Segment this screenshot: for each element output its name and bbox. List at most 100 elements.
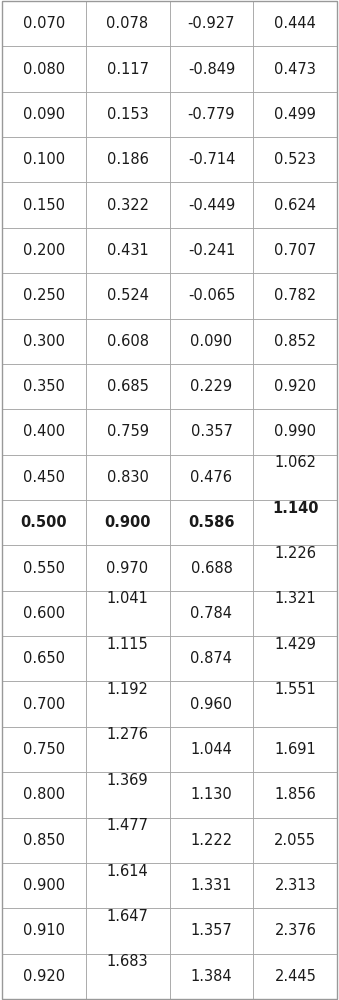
- Text: 0.650: 0.650: [23, 651, 65, 666]
- Text: 0.431: 0.431: [107, 243, 148, 258]
- Bar: [85, 681, 170, 727]
- Bar: [2, 954, 85, 999]
- Bar: [85, 772, 170, 818]
- Bar: [253, 545, 337, 591]
- Text: 1.226: 1.226: [274, 546, 316, 561]
- Bar: [253, 273, 337, 319]
- Text: 0.090: 0.090: [23, 107, 65, 122]
- Text: 1.683: 1.683: [107, 954, 148, 969]
- Text: 0.200: 0.200: [22, 243, 65, 258]
- Text: 0.499: 0.499: [274, 107, 316, 122]
- Text: 0.080: 0.080: [23, 62, 65, 77]
- Text: 0.550: 0.550: [23, 561, 65, 576]
- Text: 0.750: 0.750: [23, 742, 65, 757]
- Bar: [170, 591, 253, 636]
- Text: 0.920: 0.920: [274, 379, 316, 394]
- Bar: [2, 182, 85, 228]
- Bar: [253, 591, 337, 636]
- Text: 0.450: 0.450: [23, 470, 65, 485]
- Text: -0.241: -0.241: [188, 243, 235, 258]
- Bar: [2, 863, 85, 908]
- Text: 1.130: 1.130: [191, 787, 232, 802]
- Bar: [2, 818, 85, 863]
- Text: 0.830: 0.830: [106, 470, 148, 485]
- Bar: [253, 455, 337, 500]
- Bar: [170, 319, 253, 364]
- Bar: [85, 954, 170, 999]
- Text: -0.065: -0.065: [188, 288, 235, 303]
- Text: 1.140: 1.140: [272, 501, 319, 516]
- Text: -0.927: -0.927: [188, 16, 235, 31]
- Text: 0.350: 0.350: [23, 379, 65, 394]
- Bar: [2, 591, 85, 636]
- Bar: [253, 364, 337, 409]
- Text: 1.321: 1.321: [275, 591, 316, 606]
- Bar: [253, 908, 337, 954]
- Text: 1.614: 1.614: [107, 864, 148, 879]
- Bar: [170, 636, 253, 681]
- Bar: [253, 727, 337, 772]
- Text: 1.477: 1.477: [106, 818, 148, 833]
- Text: 1.044: 1.044: [191, 742, 233, 757]
- Text: 1.551: 1.551: [275, 682, 316, 697]
- Bar: [170, 727, 253, 772]
- Text: 1.115: 1.115: [107, 637, 148, 652]
- Text: 0.444: 0.444: [274, 16, 316, 31]
- Bar: [170, 455, 253, 500]
- Bar: [85, 409, 170, 455]
- Bar: [253, 954, 337, 999]
- Text: 0.960: 0.960: [191, 697, 233, 712]
- Bar: [2, 364, 85, 409]
- Bar: [253, 636, 337, 681]
- Text: 0.624: 0.624: [274, 198, 316, 213]
- Bar: [2, 46, 85, 92]
- Bar: [2, 636, 85, 681]
- Bar: [253, 818, 337, 863]
- Text: 1.384: 1.384: [191, 969, 232, 984]
- Text: 0.476: 0.476: [191, 470, 233, 485]
- Text: 0.357: 0.357: [191, 424, 233, 439]
- Text: 1.369: 1.369: [107, 773, 148, 788]
- Bar: [2, 455, 85, 500]
- Bar: [170, 908, 253, 954]
- Bar: [253, 409, 337, 455]
- Text: 0.782: 0.782: [274, 288, 316, 303]
- Text: 0.608: 0.608: [106, 334, 148, 349]
- Text: 0.524: 0.524: [106, 288, 148, 303]
- Text: 0.700: 0.700: [22, 697, 65, 712]
- Text: 1.041: 1.041: [106, 591, 148, 606]
- Bar: [85, 455, 170, 500]
- Bar: [2, 1, 85, 46]
- Text: -0.779: -0.779: [188, 107, 235, 122]
- Text: 0.078: 0.078: [106, 16, 148, 31]
- Bar: [2, 92, 85, 137]
- Bar: [85, 545, 170, 591]
- Bar: [253, 863, 337, 908]
- Bar: [170, 228, 253, 273]
- Bar: [170, 92, 253, 137]
- Bar: [170, 818, 253, 863]
- Text: -0.849: -0.849: [188, 62, 235, 77]
- Bar: [2, 545, 85, 591]
- Bar: [170, 500, 253, 545]
- Text: 0.852: 0.852: [274, 334, 316, 349]
- Text: 1.691: 1.691: [275, 742, 316, 757]
- Bar: [2, 228, 85, 273]
- Bar: [170, 273, 253, 319]
- Bar: [2, 409, 85, 455]
- Text: 0.850: 0.850: [23, 833, 65, 848]
- Text: 1.429: 1.429: [274, 637, 316, 652]
- Text: 1.856: 1.856: [275, 787, 316, 802]
- Bar: [85, 273, 170, 319]
- Text: -0.449: -0.449: [188, 198, 235, 213]
- Bar: [85, 727, 170, 772]
- Bar: [170, 772, 253, 818]
- Text: 0.685: 0.685: [106, 379, 148, 394]
- Bar: [2, 772, 85, 818]
- Text: 0.800: 0.800: [23, 787, 65, 802]
- Text: 2.445: 2.445: [274, 969, 316, 984]
- Bar: [85, 591, 170, 636]
- Text: 0.784: 0.784: [191, 606, 233, 621]
- Text: 0.990: 0.990: [274, 424, 316, 439]
- Text: 0.100: 0.100: [23, 152, 65, 167]
